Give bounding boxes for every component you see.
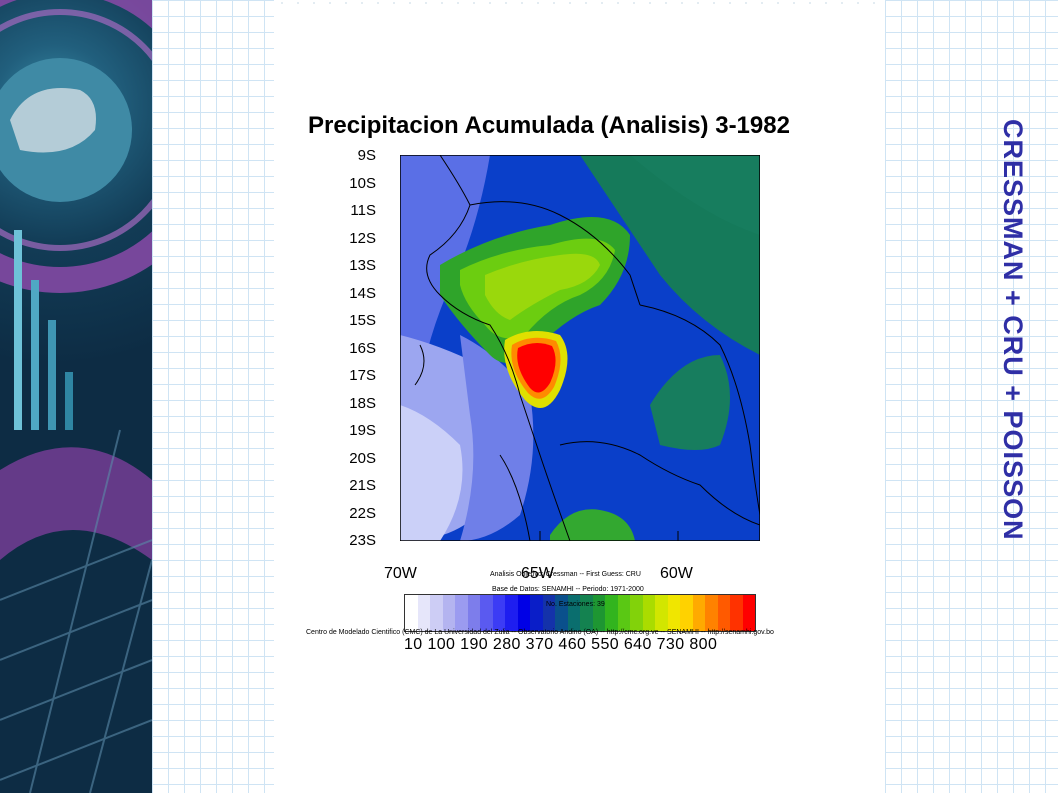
colorbar-swatch bbox=[655, 595, 668, 631]
colorbar-swatch bbox=[430, 595, 443, 631]
colorbar bbox=[404, 594, 756, 632]
colorbar-swatch bbox=[730, 595, 743, 631]
precipitation-map bbox=[400, 155, 760, 541]
colorbar-swatch bbox=[555, 595, 568, 631]
lat-label: 11S bbox=[350, 202, 376, 219]
colorbar-swatch bbox=[667, 595, 680, 631]
stations-note: No. Estaciones: 39 bbox=[546, 601, 605, 608]
lat-label: 18S bbox=[349, 395, 376, 412]
colorbar-swatch bbox=[692, 595, 705, 631]
colorbar-swatch bbox=[630, 595, 643, 631]
colorbar-swatch bbox=[742, 595, 755, 631]
analysis-note: Analisis Objetivo: Cressman -- First Gue… bbox=[490, 571, 641, 578]
colorbar-swatch bbox=[417, 595, 430, 631]
red-core bbox=[517, 342, 556, 393]
colorbar-swatch bbox=[705, 595, 718, 631]
lat-label: 17S bbox=[349, 367, 376, 384]
colorbar-swatch bbox=[530, 595, 543, 631]
colorbar-swatch bbox=[492, 595, 505, 631]
lat-label: 13S bbox=[349, 257, 376, 274]
colorbar-swatch bbox=[455, 595, 468, 631]
decorative-side-panel bbox=[0, 0, 152, 793]
country-borders bbox=[414, 155, 760, 541]
colorbar-swatch bbox=[617, 595, 630, 631]
colorbar-swatch bbox=[505, 595, 518, 631]
keyboard-hand-illustration bbox=[0, 0, 152, 793]
colorbar-swatch bbox=[480, 595, 493, 631]
lat-label: 14S bbox=[349, 285, 376, 302]
teal-field-southeast bbox=[650, 355, 730, 450]
colorbar-swatch bbox=[442, 595, 455, 631]
lat-label: 23S bbox=[349, 532, 376, 549]
colorbar-swatch bbox=[680, 595, 693, 631]
figure-title: Precipitacion Acumulada (Analisis) 3-198… bbox=[308, 112, 790, 139]
colorbar-swatch bbox=[605, 595, 618, 631]
colorbar-swatch bbox=[467, 595, 480, 631]
green-patch-south bbox=[550, 509, 635, 541]
colorbar-swatch bbox=[580, 595, 593, 631]
map-ticks bbox=[539, 531, 679, 541]
lat-label: 9S bbox=[357, 147, 376, 164]
colorbar-swatch bbox=[567, 595, 580, 631]
side-title: CRESSMAN + CRU + POISSON bbox=[998, 119, 1028, 541]
dotted-top-border bbox=[274, 0, 885, 6]
colorbar-swatch bbox=[542, 595, 555, 631]
credits-note: Centro de Modelado Cientifico (CMC) de L… bbox=[306, 629, 774, 636]
lat-label: 20S bbox=[349, 450, 376, 467]
lat-label: 15S bbox=[349, 312, 376, 329]
lon-label: 70W bbox=[384, 565, 417, 582]
lon-label: 65W bbox=[521, 565, 554, 582]
colorbar-swatch bbox=[717, 595, 730, 631]
lat-label: 16S bbox=[349, 340, 376, 357]
lat-label: 12S bbox=[349, 230, 376, 247]
colorbar-swatch bbox=[405, 595, 418, 631]
lat-label: 10S bbox=[349, 175, 376, 192]
lat-label: 22S bbox=[349, 505, 376, 522]
database-note: Base de Datos: SENAMHI -- Periodo: 1971-… bbox=[492, 586, 644, 593]
lon-label: 60W bbox=[660, 565, 693, 582]
colorbar-swatch bbox=[592, 595, 605, 631]
grid-background-left bbox=[152, 0, 274, 793]
lat-label: 21S bbox=[349, 477, 376, 494]
colorbar-labels: 10 100 190 280 370 460 550 640 730 800 bbox=[404, 636, 718, 653]
colorbar-swatch bbox=[642, 595, 655, 631]
lat-label: 19S bbox=[349, 422, 376, 439]
colorbar-swatch bbox=[517, 595, 530, 631]
grid-background-right bbox=[885, 0, 1058, 793]
